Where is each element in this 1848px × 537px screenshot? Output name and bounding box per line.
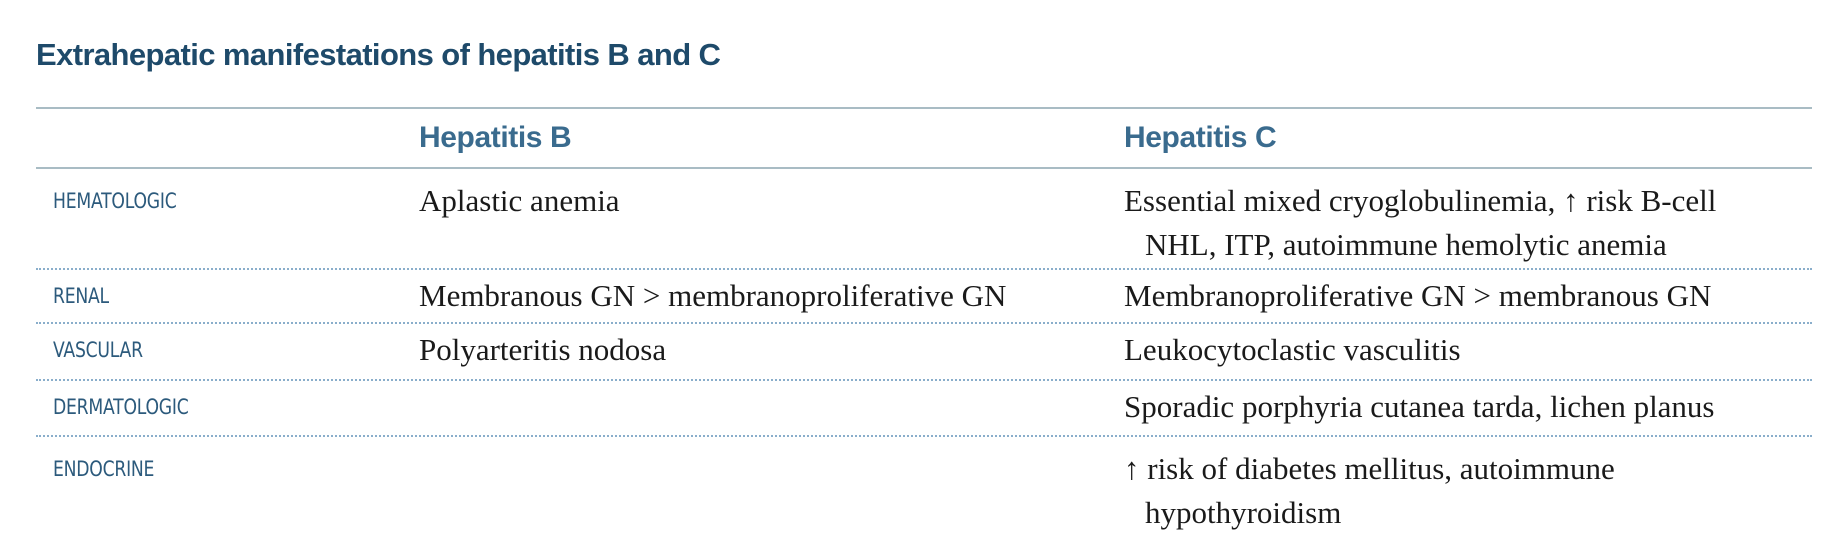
table-row: RENAL Membranous GN > membranoproliferat…: [36, 270, 1812, 324]
row-category: DERMATOLOGIC: [53, 395, 189, 419]
manifestations-table: Extrahepatic manifestations of hepatitis…: [36, 32, 1812, 537]
hepatitis-b-cell: Polyarteritis nodosa: [419, 332, 667, 367]
hepatitis-c-cell: Sporadic porphyria cutanea tarda, lichen…: [1124, 389, 1715, 424]
table-row: DERMATOLOGIC Sporadic porphyria cutanea …: [36, 381, 1812, 437]
table-header-row: Hepatitis B Hepatitis C: [36, 109, 1812, 169]
row-category: VASCULAR: [53, 338, 143, 362]
hepatitis-c-cell: ↑ risk of diabetes mellitus, autoimmune …: [1124, 451, 1615, 530]
hepatitis-c-cell: Membranoproliferative GN > membranous GN: [1124, 278, 1712, 313]
table-row: ENDOCRINE ↑ risk of diabetes mellitus, a…: [36, 437, 1812, 537]
table-row: VASCULAR Polyarteritis nodosa Leukocytoc…: [36, 324, 1812, 381]
hepatitis-b-cell: [419, 381, 1124, 435]
hepatitis-b-cell: Aplastic anemia: [419, 183, 620, 218]
row-category: HEMATOLOGIC: [53, 189, 177, 213]
table-row: HEMATOLOGIC Aplastic anemia Essential mi…: [36, 169, 1812, 270]
row-category: RENAL: [53, 284, 109, 308]
hepatitis-b-cell: [419, 437, 1124, 537]
hepatitis-c-cell: Essential mixed cryoglobulinemia, ↑ risk…: [1124, 183, 1717, 262]
hepatitis-c-cell: Leukocytoclastic vasculitis: [1124, 332, 1461, 367]
table-title: Extrahepatic manifestations of hepatitis…: [36, 32, 1812, 109]
header-hepatitis-c: Hepatitis C: [1124, 121, 1277, 154]
hepatitis-b-cell: Membranous GN > membranoproliferative GN: [419, 278, 1007, 313]
row-category: ENDOCRINE: [53, 457, 155, 481]
header-hepatitis-b: Hepatitis B: [419, 121, 572, 154]
